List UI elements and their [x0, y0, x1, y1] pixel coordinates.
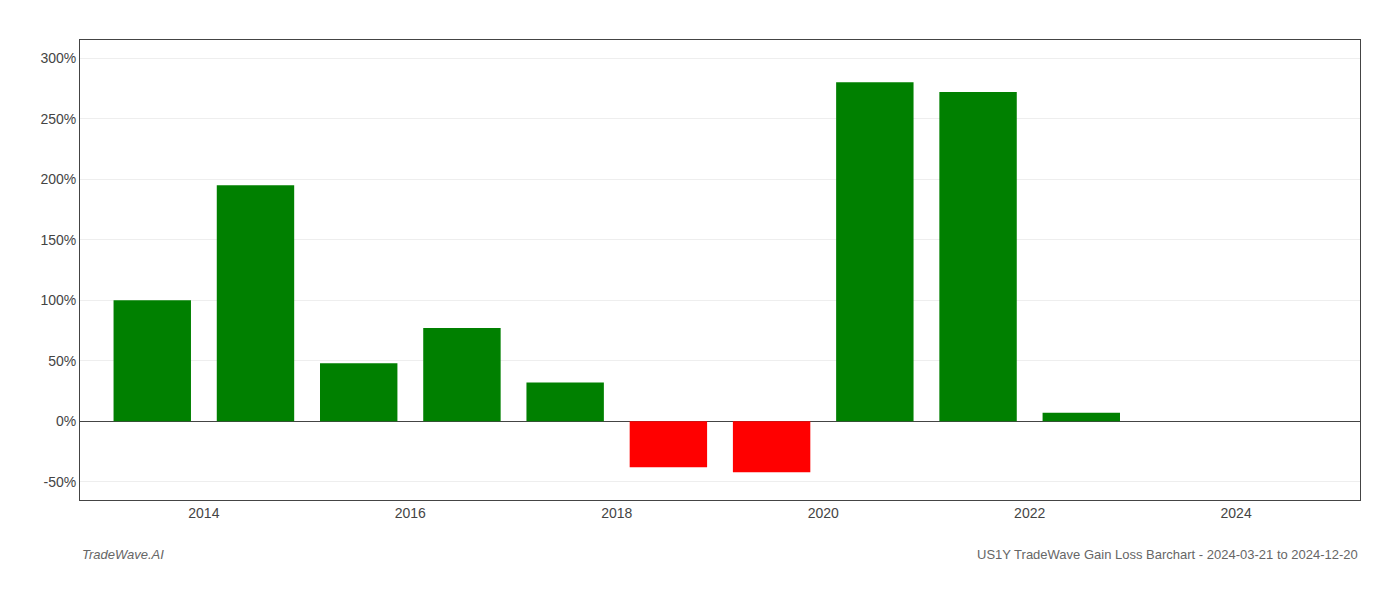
svg-text:2016: 2016: [395, 505, 426, 521]
svg-text:2014: 2014: [188, 505, 219, 521]
svg-text:2024: 2024: [1221, 505, 1252, 521]
svg-text:-50%: -50%: [44, 474, 77, 490]
svg-text:250%: 250%: [40, 111, 76, 127]
svg-text:2020: 2020: [808, 505, 839, 521]
svg-text:300%: 300%: [40, 50, 76, 66]
svg-text:2018: 2018: [601, 505, 632, 521]
svg-text:200%: 200%: [40, 171, 76, 187]
svg-text:100%: 100%: [40, 292, 76, 308]
svg-text:0%: 0%: [56, 413, 76, 429]
svg-text:50%: 50%: [48, 353, 76, 369]
svg-text:2022: 2022: [1014, 505, 1045, 521]
svg-text:US1Y TradeWave Gain Loss Barch: US1Y TradeWave Gain Loss Barchart - 2024…: [977, 547, 1358, 562]
svg-text:TradeWave.AI: TradeWave.AI: [82, 547, 164, 562]
svg-text:150%: 150%: [40, 232, 76, 248]
